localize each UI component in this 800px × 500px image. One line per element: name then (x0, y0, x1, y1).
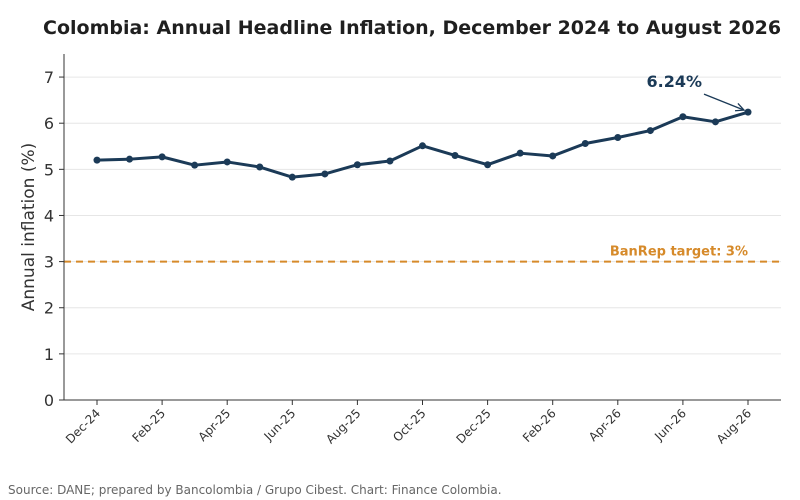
annotation-label: 6.24% (646, 72, 702, 91)
source-note: Source: DANE; prepared by Bancolombia / … (8, 483, 502, 497)
y-tick-label: 5 (44, 160, 54, 179)
data-point (321, 170, 329, 178)
data-point (614, 134, 622, 142)
y-tick-label: 2 (44, 299, 54, 318)
y-tick-label: 4 (44, 206, 54, 225)
x-tick-label: Dec-24 (63, 406, 103, 446)
y-tick-label: 1 (44, 345, 54, 364)
y-tick-label: 6 (44, 114, 54, 133)
x-tick-label: Aug-26 (714, 406, 754, 446)
data-point (516, 149, 524, 157)
y-tick-label: 0 (44, 391, 54, 410)
data-point (679, 113, 687, 121)
data-point (744, 108, 752, 116)
data-point (126, 155, 134, 163)
data-point (386, 157, 394, 165)
x-tick-label: Jun-25 (261, 406, 299, 444)
data-point (93, 156, 101, 164)
y-tick-label: 7 (44, 68, 54, 87)
data-point (581, 139, 589, 147)
x-tick-label: Jun-26 (651, 406, 689, 444)
data-point (191, 161, 199, 169)
chart-title: Colombia: Annual Headline Inflation, Dec… (43, 17, 781, 39)
annotation-arrow (703, 93, 745, 111)
x-tick-label: Feb-26 (520, 406, 559, 445)
target-label: BanRep target: 3% (610, 245, 748, 260)
x-tick-label: Oct-25 (390, 406, 428, 444)
x-tick-label: Aug-25 (323, 406, 363, 446)
data-point (223, 158, 231, 166)
y-axis-label: Annual inflation (%) (19, 143, 39, 312)
data-point (288, 173, 296, 181)
reference-line-group: BanRep target: 3% (64, 245, 781, 263)
annotation-group: 6.24% (646, 72, 746, 112)
y-tick-label: 3 (44, 253, 54, 272)
data-point (549, 152, 557, 160)
data-point (419, 142, 426, 150)
data-point (484, 161, 492, 169)
x-tick-label: Dec-25 (454, 406, 494, 446)
x-tick-label: Apr-26 (586, 406, 624, 444)
series-group (93, 108, 752, 181)
grid-lines (64, 76, 781, 355)
x-tick-label: Feb-25 (129, 406, 168, 445)
data-point (646, 127, 654, 135)
x-tick-label: Apr-25 (195, 406, 233, 444)
data-point (451, 151, 459, 159)
data-point (711, 118, 719, 126)
data-point (158, 153, 166, 161)
data-point (256, 163, 264, 171)
annotation-arrowhead (734, 103, 746, 112)
data-point (353, 161, 361, 169)
